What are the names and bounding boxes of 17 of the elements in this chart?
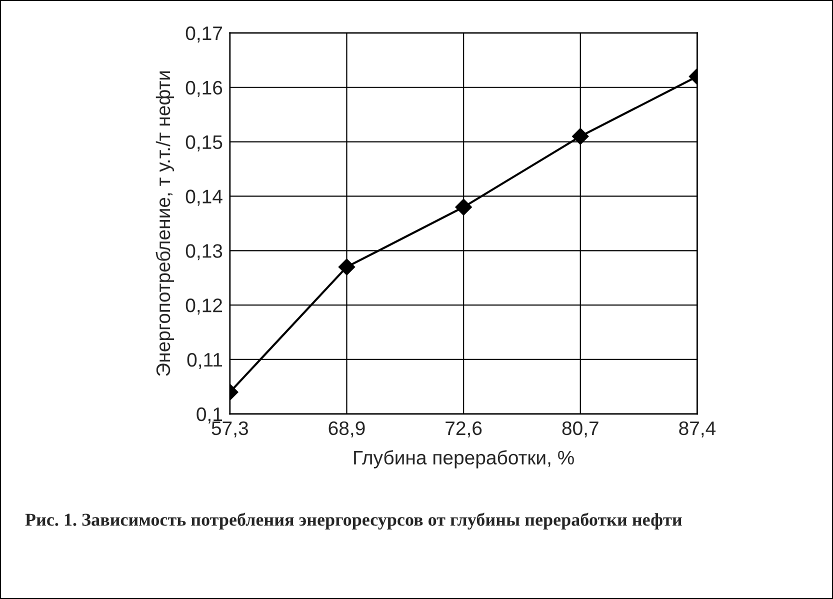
x-tick-label: 68,9: [328, 421, 365, 438]
y-tick-label: 0,11: [187, 352, 222, 370]
x-tick-label: 80,7: [562, 421, 598, 438]
y-axis-title: Энергопотребление, т у.т./т нефти: [156, 71, 174, 376]
x-tick-label: 57,3: [212, 421, 248, 438]
y-tick-label: 0,1: [196, 407, 222, 424]
y-tick-label: 0,17: [186, 26, 222, 42]
y-tick-label: 0,12: [186, 298, 222, 315]
y-tick-label: 0,15: [186, 135, 222, 152]
text: Рис. 1. Зависимость потребления энергоресурсов от глубины переработки нефти: [25, 512, 682, 530]
x-axis-title: Глубина переработки, %: [354, 450, 574, 468]
x-tick-label: 72,6: [446, 421, 482, 438]
x-tick-label: 87,4: [679, 421, 716, 438]
point: [455, 198, 472, 216]
y-tick-label: 0,14: [186, 190, 222, 206]
y-tick-label: 0,13: [186, 244, 222, 260]
y-tick-label: 0,16: [186, 80, 222, 97]
